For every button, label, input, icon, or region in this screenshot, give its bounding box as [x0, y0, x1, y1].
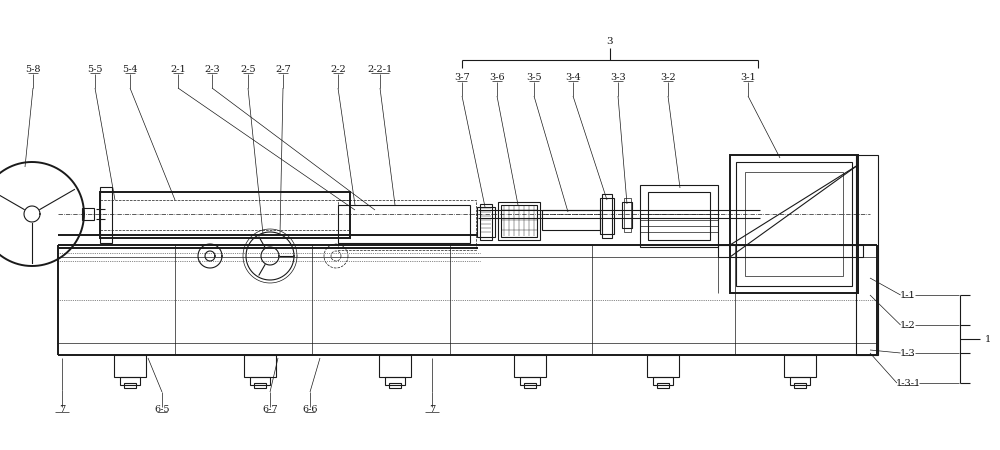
Bar: [856, 155, 878, 355]
Text: 2-2-1: 2-2-1: [367, 66, 393, 75]
Text: 2-7: 2-7: [275, 66, 291, 75]
Bar: [647, 355, 679, 377]
Bar: [624, 198, 631, 232]
Bar: [542, 210, 600, 230]
Text: 2-2: 2-2: [330, 66, 346, 75]
Text: 6-6: 6-6: [302, 405, 318, 414]
Text: 5-5: 5-5: [87, 66, 103, 75]
Bar: [640, 185, 718, 247]
Text: 6-7: 6-7: [262, 405, 278, 414]
Bar: [477, 207, 495, 237]
Bar: [736, 162, 852, 286]
Bar: [100, 192, 350, 238]
Bar: [794, 383, 806, 388]
Text: 5-8: 5-8: [25, 66, 41, 75]
Bar: [114, 355, 146, 377]
Bar: [524, 383, 536, 388]
Text: 1-2: 1-2: [900, 320, 916, 329]
Text: 5-4: 5-4: [122, 66, 138, 75]
Bar: [250, 377, 270, 385]
Bar: [520, 377, 540, 385]
Bar: [501, 205, 537, 237]
Bar: [784, 355, 816, 377]
Bar: [790, 377, 810, 385]
Bar: [379, 355, 411, 377]
Text: 7: 7: [429, 405, 435, 414]
Text: 1-1: 1-1: [900, 291, 916, 300]
Text: 3-2: 3-2: [660, 73, 676, 82]
Bar: [622, 202, 632, 228]
Bar: [338, 205, 470, 243]
Bar: [244, 355, 276, 377]
Bar: [514, 355, 546, 377]
Bar: [389, 383, 401, 388]
Text: 3-5: 3-5: [526, 73, 542, 82]
Bar: [480, 204, 492, 240]
Bar: [718, 245, 863, 257]
Text: 1: 1: [985, 334, 991, 343]
Bar: [124, 383, 136, 388]
Bar: [602, 194, 612, 238]
Text: 1-3: 1-3: [900, 348, 916, 357]
Text: 2-5: 2-5: [240, 66, 256, 75]
Text: 3-1: 3-1: [740, 73, 756, 82]
Text: 2-3: 2-3: [204, 66, 220, 75]
Bar: [730, 155, 858, 293]
Bar: [657, 383, 669, 388]
Bar: [600, 198, 614, 234]
Bar: [648, 192, 710, 240]
Text: 3-3: 3-3: [610, 73, 626, 82]
Text: 6-5: 6-5: [154, 405, 170, 414]
Bar: [745, 172, 843, 276]
Bar: [82, 208, 94, 220]
Text: 3-6: 3-6: [489, 73, 505, 82]
Bar: [254, 383, 266, 388]
Bar: [385, 377, 405, 385]
Bar: [498, 202, 540, 240]
Bar: [653, 377, 673, 385]
Bar: [338, 200, 476, 250]
Bar: [100, 187, 112, 243]
Text: 3-4: 3-4: [565, 73, 581, 82]
Text: 2-1: 2-1: [170, 66, 186, 75]
Text: 7: 7: [59, 405, 65, 414]
Bar: [120, 377, 140, 385]
Text: 3: 3: [607, 37, 613, 46]
Text: 3-7: 3-7: [454, 73, 470, 82]
Text: 1-3-1: 1-3-1: [895, 378, 921, 387]
